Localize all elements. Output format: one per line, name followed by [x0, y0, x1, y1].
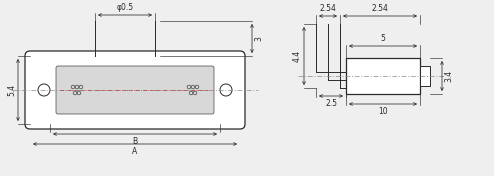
Text: 3: 3: [254, 36, 263, 41]
Text: A: A: [132, 147, 138, 156]
Text: 5.4: 5.4: [7, 84, 16, 96]
Text: 2.54: 2.54: [320, 4, 336, 13]
Text: 5: 5: [380, 34, 385, 43]
Text: φ0.5: φ0.5: [117, 3, 133, 12]
Text: 2.5: 2.5: [325, 99, 337, 108]
Text: 2.54: 2.54: [371, 4, 388, 13]
FancyBboxPatch shape: [56, 66, 214, 114]
Bar: [346, 58, 420, 94]
Text: B: B: [132, 137, 137, 146]
FancyBboxPatch shape: [25, 51, 245, 129]
Text: 4.4: 4.4: [293, 50, 302, 62]
Text: 10: 10: [378, 107, 388, 116]
Text: 3.4: 3.4: [444, 70, 453, 82]
Bar: [420, 66, 430, 86]
